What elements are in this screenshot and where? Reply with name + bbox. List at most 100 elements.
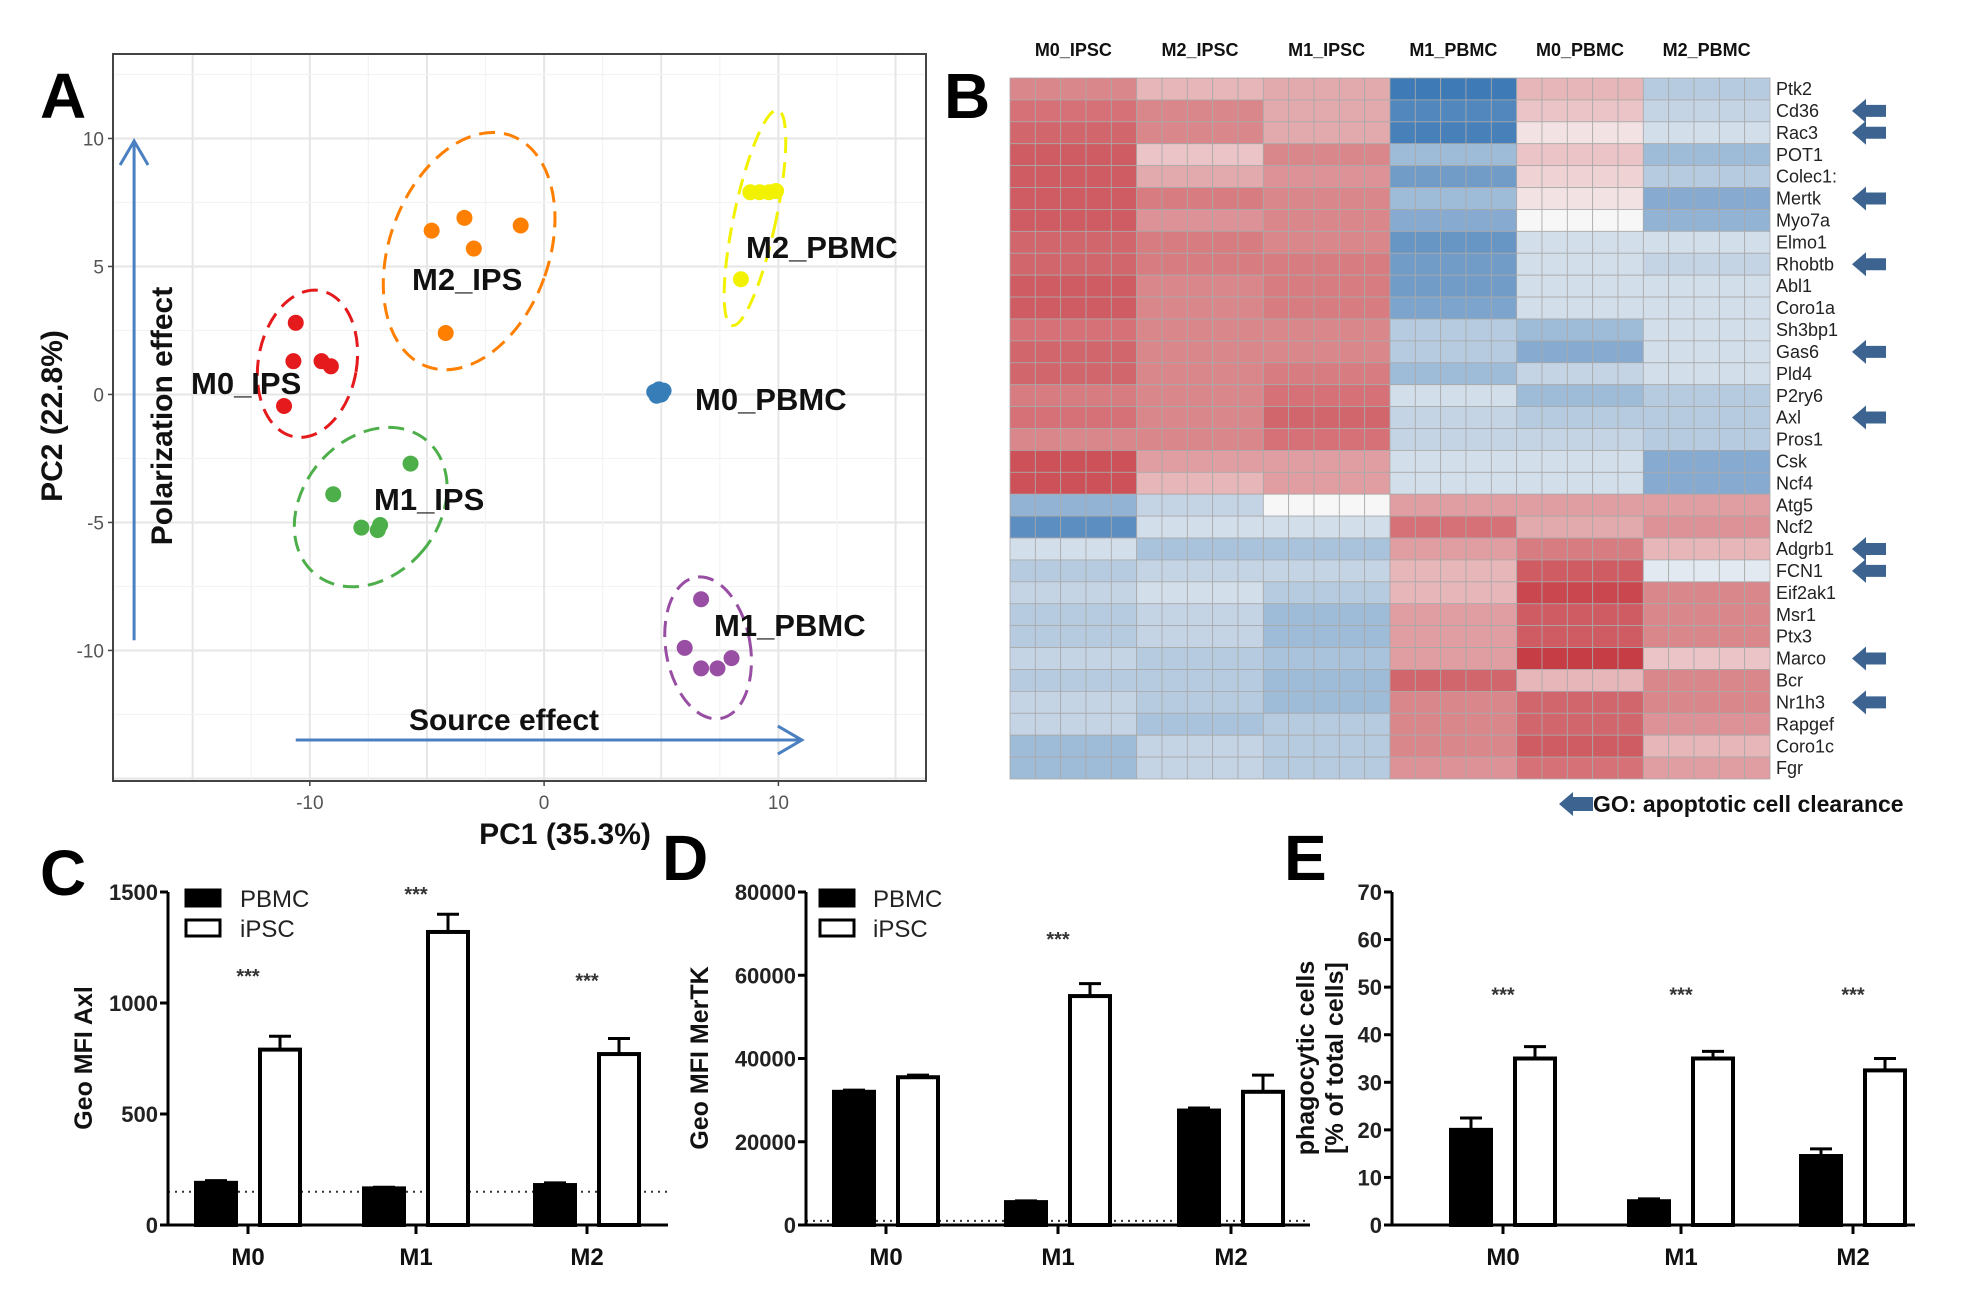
data-point	[723, 650, 740, 667]
heatmap-cell	[1237, 625, 1264, 648]
heatmap-cell	[1465, 515, 1492, 539]
heatmap-cell	[1034, 690, 1062, 714]
heatmap-cell	[1060, 384, 1087, 407]
heatmap-cell	[1161, 669, 1188, 692]
data-point	[423, 222, 440, 239]
heatmap-cell	[1237, 559, 1264, 583]
heatmap-cell	[1541, 209, 1568, 232]
heatmap-cell	[1617, 362, 1644, 386]
heatmap-row-label: Rac3	[1776, 123, 1818, 143]
heatmap-cell	[1718, 99, 1746, 123]
heatmap-cell	[1389, 537, 1416, 561]
heatmap-cell	[1288, 406, 1315, 429]
heatmap-cell	[1541, 77, 1568, 101]
heatmap-cell	[1313, 230, 1340, 254]
pca-y-tick-label: 0	[93, 385, 104, 406]
heatmap-cell	[1541, 515, 1568, 539]
heatmap-cell	[1516, 165, 1543, 188]
heatmap-cell	[1009, 406, 1036, 429]
heatmap-cell	[1414, 712, 1442, 736]
heatmap-cell	[1516, 209, 1543, 232]
heatmap-cell	[1338, 493, 1366, 517]
heatmap-cell	[1744, 121, 1771, 145]
heatmap-cell	[1465, 734, 1492, 758]
data-point	[693, 591, 710, 608]
y-tick-label: 80000	[735, 880, 796, 905]
heatmap-cell	[1668, 669, 1695, 692]
heatmap-cell	[1490, 230, 1518, 254]
heatmap-cell	[1440, 450, 1467, 473]
heatmap-cell	[1262, 143, 1290, 167]
heatmap-cell	[1744, 165, 1771, 188]
heatmap-cell	[1490, 252, 1518, 276]
heatmap-cell	[1009, 712, 1036, 736]
heatmap-row-label: FCN1	[1776, 561, 1823, 581]
heatmap-cell	[1212, 647, 1239, 670]
heatmap-cell	[1009, 690, 1036, 714]
heatmap-cell	[1186, 756, 1214, 780]
heatmap-row-label: Gas6	[1776, 342, 1819, 362]
heatmap-row-label: Ptk2	[1776, 79, 1812, 99]
data-point	[372, 517, 389, 534]
heatmap-cell	[1085, 143, 1112, 167]
heatmap-cell	[1313, 450, 1340, 473]
heatmap-cell	[1541, 252, 1568, 276]
heatmap-cell	[1313, 603, 1340, 627]
heatmap-cell	[1744, 252, 1771, 276]
heatmap-cell	[1516, 187, 1543, 210]
heatmap-cell	[1642, 450, 1670, 473]
heatmap-cell	[1566, 230, 1594, 254]
heatmap-cell	[1617, 471, 1644, 495]
heatmap-cell	[1212, 690, 1239, 714]
heatmap-cell	[1364, 252, 1391, 276]
heatmap-cell	[1592, 318, 1619, 342]
heatmap-cell	[1364, 471, 1391, 495]
heatmap-cell	[1288, 165, 1315, 188]
heatmap-cell	[1592, 515, 1619, 539]
go-marker-arrow-icon	[1852, 646, 1886, 671]
heatmap-cell	[1313, 274, 1340, 298]
heatmap-cell	[1186, 515, 1214, 539]
heatmap-cell	[1490, 165, 1518, 188]
heatmap-cell	[1617, 515, 1644, 539]
heatmap-cell	[1516, 537, 1543, 561]
heatmap-cell	[1136, 756, 1163, 780]
heatmap-cell	[1490, 756, 1518, 780]
heatmap-cell	[1693, 384, 1720, 407]
heatmap-cell	[1161, 603, 1188, 627]
y-tick-label: 20000	[735, 1130, 796, 1155]
heatmap-cell	[1566, 756, 1594, 780]
legend-label: iPSC	[240, 916, 295, 943]
heatmap-cell	[1060, 756, 1087, 780]
heatmap-cell	[1034, 712, 1062, 736]
heatmap-cell	[1161, 428, 1188, 451]
heatmap-cell	[1136, 406, 1163, 429]
pca-y-tick-label: -10	[77, 641, 104, 662]
heatmap-cell	[1212, 603, 1239, 627]
heatmap-cell	[1338, 340, 1366, 364]
heatmap-cell	[1718, 362, 1746, 386]
heatmap-cell	[1313, 165, 1340, 188]
heatmap-row-label: Csk	[1776, 451, 1808, 471]
heatmap-cell	[1186, 230, 1214, 254]
group-label: M0_IPS	[191, 366, 301, 401]
pca-plot: -10 0 10 -10 -5 0 5 10 PC1 (35.3%) PC2 (22.8%) Pol…	[36, 53, 927, 851]
heatmap-cell	[1516, 252, 1543, 276]
heatmap-cell	[1617, 230, 1644, 254]
x-tick-label: M1	[1041, 1244, 1074, 1271]
heatmap-cell	[1440, 428, 1467, 451]
heatmap-cell	[1288, 493, 1315, 517]
heatmap-cell	[1212, 712, 1239, 736]
heatmap-cell	[1186, 209, 1214, 232]
heatmap-cell	[1617, 581, 1644, 605]
heatmap-row-label: Mertk	[1776, 189, 1822, 209]
heatmap-cell	[1744, 603, 1771, 627]
heatmap-row-label: Myo7a	[1776, 211, 1831, 231]
heatmap-cell	[1718, 187, 1746, 210]
x-tick-label: M0	[1486, 1244, 1519, 1271]
heatmap-cell	[1617, 647, 1644, 670]
heatmap-row-label: POT1	[1776, 145, 1823, 165]
heatmap-cell	[1440, 99, 1467, 123]
heatmap-cell	[1490, 340, 1518, 364]
heatmap-cell	[1085, 362, 1112, 386]
